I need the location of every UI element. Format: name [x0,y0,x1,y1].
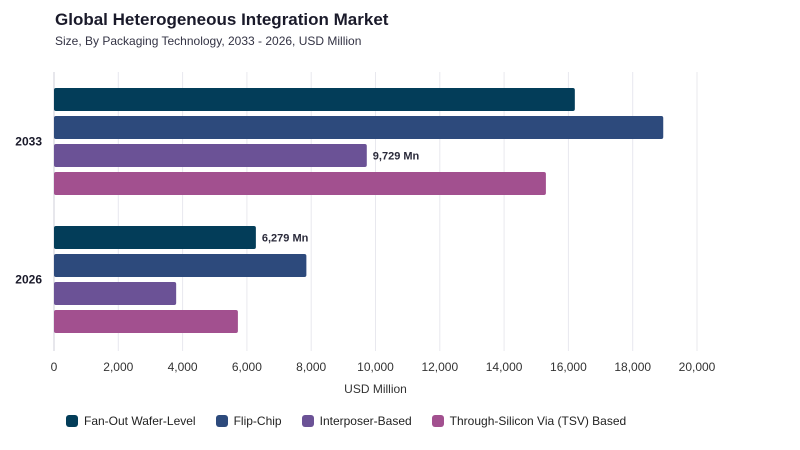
legend-swatch [301,415,314,427]
legend-label: Fan-Out Wafer-Level [84,414,196,428]
bar-interposer-based-2026 [54,282,177,305]
y-category-label: 2026 [15,273,42,287]
bar-interposer-based-2033 [54,144,367,167]
x-tick-label: 4,000 [168,360,198,374]
bar-flip-chip-2026 [54,254,307,277]
legend-item: Through-Silicon Via (TSV) Based [431,414,627,428]
data-label: 6,279 Mn [262,233,309,245]
legend-item: Flip-Chip [215,414,282,428]
legend-item: Interposer-Based [301,414,412,428]
bar-through-silicon-via-tsv-based-2026 [54,310,238,333]
bar-flip-chip-2033 [54,116,664,139]
x-axis-title: USD Million [344,382,407,396]
data-label: 9,729 Mn [373,151,420,163]
x-tick-label: 2,000 [103,360,133,374]
x-tick-label: 6,000 [232,360,262,374]
bar-fan-out-wafer-level-2033 [54,88,575,111]
chart-subtitle: Size, By Packaging Technology, 2033 - 20… [55,34,362,48]
legend-item: Fan-Out Wafer-Level [66,414,196,428]
chart-title: Global Heterogeneous Integration Market [55,10,389,29]
x-tick-label: 8,000 [296,360,326,374]
chart-legend: Fan-Out Wafer-Level Flip-Chip Interposer-B… [66,414,646,428]
legend-label: Flip-Chip [233,414,282,428]
legend-swatch [431,415,444,427]
bar-through-silicon-via-tsv-based-2033 [54,172,546,195]
x-tick-label: 0 [51,360,58,374]
x-tick-label: 16,000 [550,360,587,374]
legend-label: Through-Silicon Via (TSV) Based [449,414,627,428]
y-category-label: 2033 [15,135,42,149]
legend-swatch [215,415,228,427]
bar-fan-out-wafer-level-2026 [54,226,256,249]
x-tick-label: 20,000 [679,360,716,374]
x-tick-label: 12,000 [421,360,458,374]
legend-label: Interposer-Based [319,414,412,428]
legend-swatch [66,415,78,427]
x-tick-label: 14,000 [486,360,523,374]
x-tick-label: 10,000 [357,360,394,374]
x-tick-label: 18,000 [614,360,651,374]
